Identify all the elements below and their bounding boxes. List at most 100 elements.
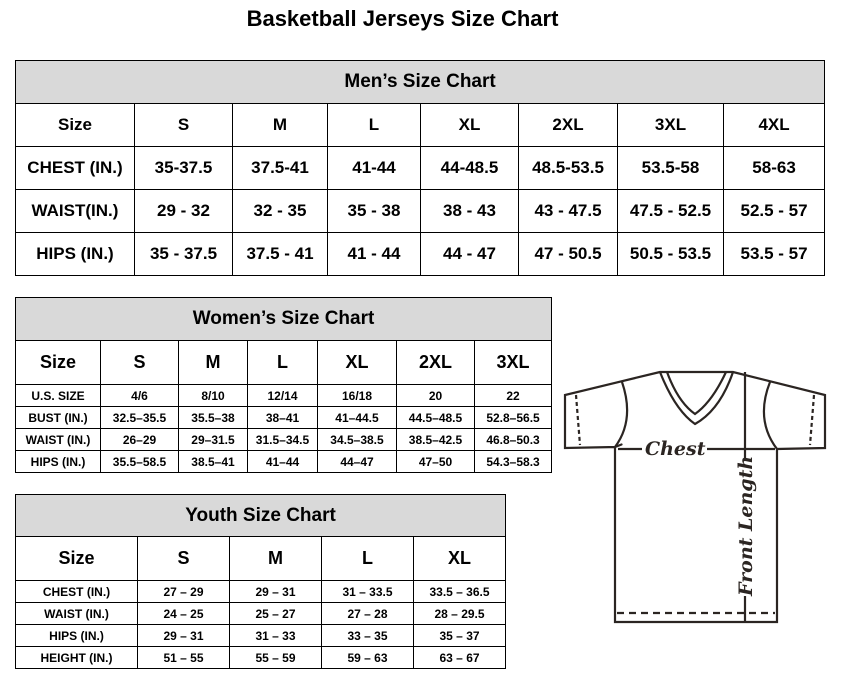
mens-size-table: Men’s Size Chart Size S M L XL 2XL 3XL 4XL CHEST… [14,60,826,276]
cell: 3XL [617,103,724,147]
cell: 20 [396,384,475,407]
cell: 25 – 27 [229,602,322,625]
cell: 31 – 33 [229,624,322,647]
front-length-label: Front Length [735,456,757,597]
cell: 24 – 25 [137,602,230,625]
cell: 37.5-41 [232,146,328,190]
cell: 32 - 35 [232,189,328,233]
chest-label: Chest [645,438,706,460]
cell: 41 - 44 [327,232,421,276]
shirt-outline [563,370,827,624]
cell: 55 – 59 [229,646,322,669]
youth-size-table: Youth Size Chart Size S M L XL CHEST (IN.) 27 … [14,494,507,669]
cell: S [100,340,179,385]
cell: 29 - 32 [134,189,233,233]
row-label: HEIGHT (IN.) [15,646,138,669]
cell: 29–31.5 [178,428,248,451]
row-label: CHEST (IN.) [15,580,138,603]
cell: 31 – 33.5 [321,580,414,603]
cell: 46.8–50.3 [473,428,553,451]
table-row: HIPS (IN.) 35.5–58.5 38.5–41 41–44 44–47 47–5… [15,450,553,473]
cell: 35 - 38 [327,189,421,233]
jersey-diagram: Chest Front Length [563,370,827,624]
header-row: Size S M L XL 2XL 3XL 4XL [15,103,826,147]
table-row: BUST (IN.) 32.5–35.5 35.5–38 38–41 41–44.5 44… [15,406,553,429]
cell: 35.5–38 [178,406,248,429]
cell: 16/18 [317,384,397,407]
row-label: HIPS (IN.) [15,232,135,276]
cell: 32.5–35.5 [100,406,179,429]
cell: 38.5–42.5 [396,428,475,451]
cell: 41–44.5 [317,406,397,429]
cell: M [178,340,248,385]
cell: 2XL [518,103,618,147]
cell: M [229,536,322,581]
cell: 35.5–58.5 [100,450,179,473]
cell: 63 – 67 [412,646,507,669]
cell: L [321,536,414,581]
cell: 41–44 [247,450,318,473]
mens-heading: Men’s Size Chart [14,60,826,104]
cell: S [134,103,233,147]
cell: 12/14 [247,384,318,407]
table-row: CHEST (IN.) 27 – 29 29 – 31 31 – 33.5 33.5 –… [15,580,507,603]
row-label: WAIST (IN.) [15,602,138,625]
cell: 38.5–41 [178,450,248,473]
cell: 52.5 - 57 [722,189,826,233]
youth-heading: Youth Size Chart [14,494,507,537]
cell: 48.5-53.5 [518,146,618,190]
cell: 2XL [396,340,475,385]
header-row: Size S M L XL 2XL 3XL [15,340,553,385]
cell: 35 - 37.5 [134,232,233,276]
cell: 35-37.5 [134,146,233,190]
cell: 35 – 37 [412,624,507,647]
cell: 54.3–58.3 [473,450,553,473]
row-label: HIPS (IN.) [15,624,138,647]
table-row: WAIST(IN.) 29 - 32 32 - 35 35 - 38 38 - 43 43… [15,189,826,233]
row-label: WAIST(IN.) [15,189,135,233]
cell: 3XL [473,340,553,385]
cell: L [247,340,318,385]
row-label: Size [15,103,135,147]
header-row: Size S M L XL [15,536,507,581]
cell: 37.5 - 41 [232,232,328,276]
cell: XL [420,103,519,147]
cell: 47 - 50.5 [518,232,618,276]
cell: 33.5 – 36.5 [412,580,507,603]
cell: 4/6 [100,384,179,407]
cell: 4XL [722,103,826,147]
cell: XL [317,340,397,385]
cell: M [232,103,328,147]
table-row: WAIST (IN.) 24 – 25 25 – 27 27 – 28 28 – 29.… [15,602,507,625]
row-label: WAIST (IN.) [15,428,101,451]
cell: 27 – 28 [321,602,414,625]
cell: 22 [473,384,553,407]
cell: 27 – 29 [137,580,230,603]
cell: 31.5–34.5 [247,428,318,451]
cell: S [137,536,230,581]
cell: 38 - 43 [420,189,519,233]
table-row: HIPS (IN.) 29 – 31 31 – 33 33 – 35 35 – 37 [15,624,507,647]
table-row: HEIGHT (IN.) 51 – 55 55 – 59 59 – 63 63 – 67 [15,646,507,669]
row-label: CHEST (IN.) [15,146,135,190]
table-row: U.S. SIZE 4/6 8/10 12/14 16/18 20 22 [15,384,553,407]
cell: 51 – 55 [137,646,230,669]
cell: 8/10 [178,384,248,407]
cell: 52.8–56.5 [473,406,553,429]
row-label: HIPS (IN.) [15,450,101,473]
cell: 58-63 [722,146,826,190]
cell: 44-48.5 [420,146,519,190]
cell: 26–29 [100,428,179,451]
row-label: Size [15,340,101,385]
cell: 33 – 35 [321,624,414,647]
row-label: BUST (IN.) [15,406,101,429]
cell: 47.5 - 52.5 [617,189,724,233]
cell: 29 – 31 [137,624,230,647]
cell: 38–41 [247,406,318,429]
cell: 53.5 - 57 [722,232,826,276]
row-label: Size [15,536,138,581]
row-label: U.S. SIZE [15,384,101,407]
womens-heading: Women’s Size Chart [14,297,553,341]
table-row: HIPS (IN.) 35 - 37.5 37.5 - 41 41 - 44 44 - … [15,232,826,276]
cell: 44 - 47 [420,232,519,276]
